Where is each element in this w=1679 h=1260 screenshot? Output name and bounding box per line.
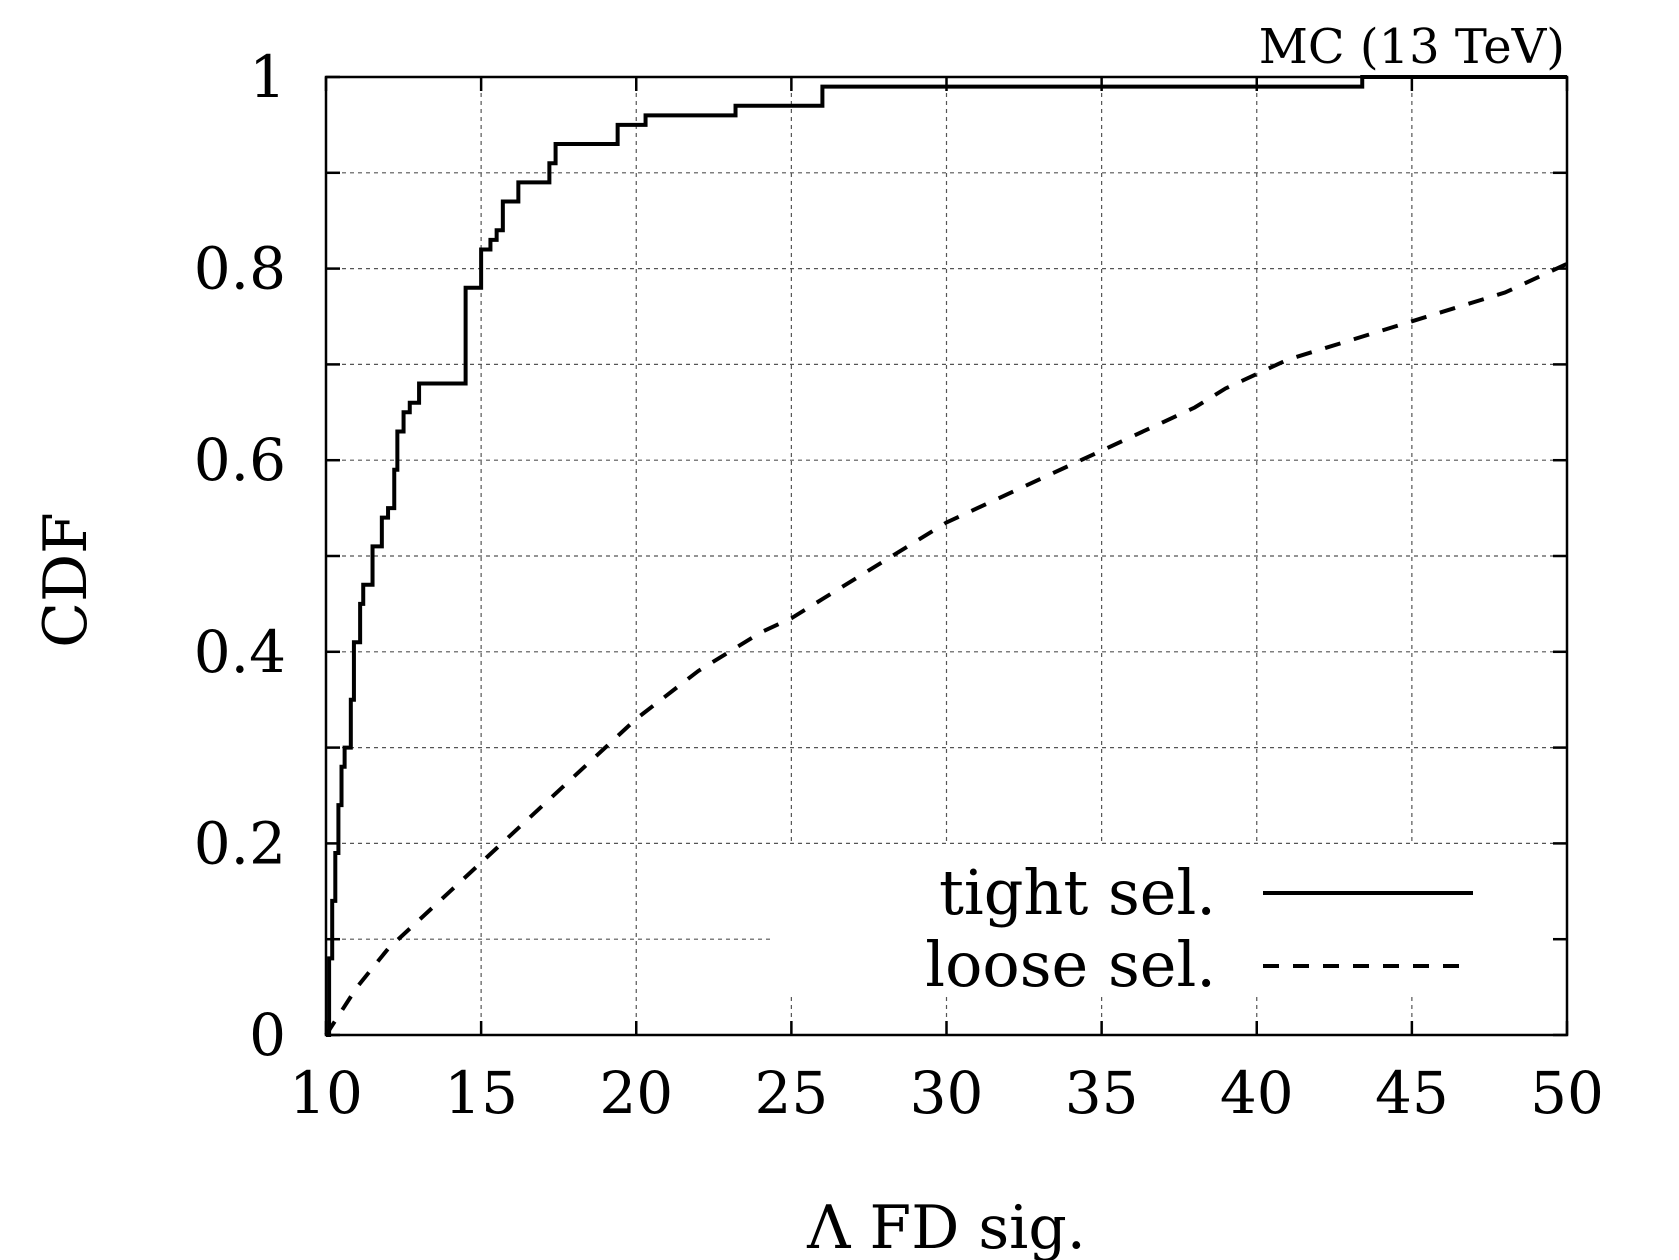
y-tick-label: 0.6 xyxy=(194,426,286,494)
legend: tight sel. loose sel. xyxy=(925,856,1473,1001)
x-tick-label: 15 xyxy=(444,1059,518,1127)
x-tick-label: 35 xyxy=(1065,1059,1139,1127)
annotation-label: MC (13 TeV) xyxy=(1259,19,1565,75)
x-tick-label: 45 xyxy=(1375,1059,1449,1127)
y-tick-label: 1 xyxy=(249,43,286,111)
y-axis-title: CDF xyxy=(31,512,101,648)
x-tick-label: 50 xyxy=(1530,1059,1604,1127)
y-tick-label: 0.2 xyxy=(194,809,286,877)
x-tick-label: 10 xyxy=(289,1059,363,1127)
legend-background xyxy=(770,845,1560,995)
legend-label-loose: loose sel. xyxy=(925,928,1216,1001)
x-tick-label: 20 xyxy=(599,1059,673,1127)
x-tick-label: 25 xyxy=(754,1059,828,1127)
series-line-tight xyxy=(326,75,1567,1037)
x-tick-label: 30 xyxy=(910,1059,984,1127)
y-tick-label: 0 xyxy=(249,1001,286,1069)
y-tick-label: 0.8 xyxy=(194,235,286,303)
axis-ticks xyxy=(324,75,1569,1037)
x-tick-labels: 10 15 20 25 30 35 40 45 50 xyxy=(289,1059,1604,1127)
legend-box xyxy=(770,845,1560,995)
series-lines xyxy=(324,75,1568,1037)
y-tick-label: 0.4 xyxy=(194,618,286,686)
x-tick-label: 40 xyxy=(1220,1059,1294,1127)
x-axis-title: Λ FD sig. xyxy=(806,1193,1086,1260)
series-line-loose xyxy=(324,261,1568,1037)
legend-label-tight: tight sel. xyxy=(939,856,1216,929)
y-tick-labels: 0 0.2 0.4 0.6 0.8 1 xyxy=(194,43,286,1069)
